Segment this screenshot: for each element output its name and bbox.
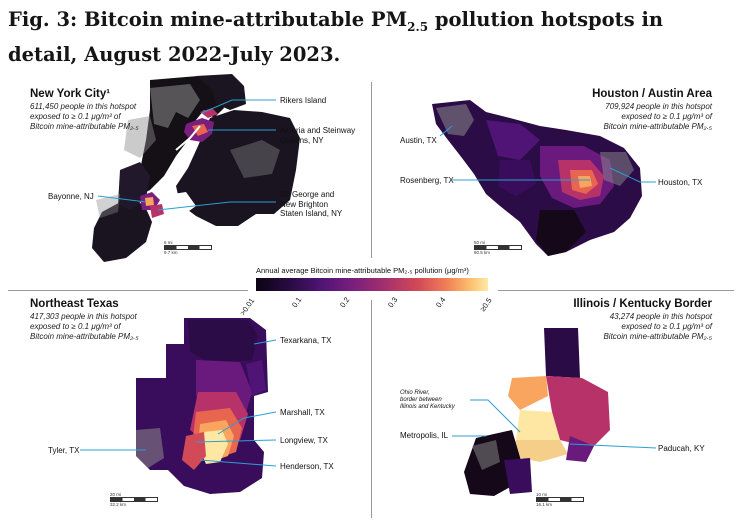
callout-ohio-line3: Illinois and Kentucky: [400, 404, 455, 410]
callout-lines: [80, 99, 657, 467]
nyc-subtitle-line2: exposed to ≥ 0.1 μg/m³ of: [30, 112, 121, 121]
netexas-subtitle: 417,303 people in this hotspot exposed t…: [30, 312, 139, 342]
houston-subtitle-line1: 709,924 people in this hotspot: [605, 102, 712, 111]
nyc-scale-mi: 6 mi: [164, 240, 173, 245]
leader-rikers: [201, 99, 276, 114]
divider-horizontal-left: [8, 290, 248, 291]
callout-rikers: Rikers Island: [280, 96, 327, 105]
netexas-subtitle-line2: exposed to ≥ 0.1 μg/m³ of: [30, 322, 121, 331]
nyc-map: [92, 74, 300, 262]
legend-title: Annual average Bitcoin mine-attributable…: [256, 266, 469, 275]
callout-staten-line3: Staten Island, NY: [280, 209, 343, 218]
houston-subtitle-line3: Bitcoin mine-attributable PM₂.₅: [603, 122, 712, 131]
callout-metropolis: Metropolis, IL: [400, 431, 449, 440]
leader-bayonne: [97, 195, 147, 203]
callout-ohio-line1: Ohio River,: [400, 390, 430, 396]
nyc-scalebar: 6 mi 9.7 km: [164, 240, 212, 255]
leader-paducah: [569, 443, 657, 449]
figure-title: Fig. 3: Bitcoin mine-attributable PM2.5 …: [8, 8, 664, 66]
callout-longview: Longview, TX: [280, 436, 328, 445]
leader-henderson: [199, 459, 277, 467]
callout-staten-line2: New Brighton: [280, 199, 329, 209]
houston-scalebar: 50 mi 80.5 km: [474, 240, 522, 255]
houston-scale-bar: [474, 245, 522, 250]
netexas-title: Northeast Texas: [30, 298, 119, 310]
callout-staten: St. George and New Brighton Staten Islan…: [280, 190, 342, 219]
leader-ohio: [470, 399, 521, 433]
callout-austin: Austin, TX: [400, 136, 437, 145]
callout-ohio-river: Ohio River, border between Illinois and …: [400, 390, 455, 411]
callout-astoria-line1: Astoria and Steinway: [280, 126, 356, 135]
callout-texarkana: Texarkana, TX: [280, 336, 332, 345]
callout-astoria-line2: Queens, NY: [280, 135, 324, 145]
callout-staten-line1: St. George and: [280, 190, 335, 199]
ilky-scale-km: 16.1 km: [536, 502, 553, 507]
leader-staten: [157, 201, 276, 211]
ilky-subtitle-line1: 43,274 people in this hotspot: [609, 312, 712, 321]
leader-longview: [195, 439, 277, 443]
netexas-scalebar: 20 mi 32.2 km: [110, 492, 158, 507]
leader-austin: [439, 125, 453, 137]
ilky-scale-mi: 10 mi: [536, 492, 548, 497]
houston-title: Houston / Austin Area: [592, 88, 712, 100]
leader-marshall: [217, 411, 277, 435]
netexas-subtitle-line3: Bitcoin mine-attributable PM₂.₅: [30, 332, 139, 341]
ilky-scalebar: 10 mi 16.1 km: [536, 492, 584, 507]
callout-houston: Houston, TX: [658, 178, 703, 187]
divider-vertical-top: [371, 82, 372, 258]
callout-bayonne: Bayonne, NJ: [48, 192, 94, 201]
leader-texarkana: [253, 339, 277, 345]
nyc-scale-km: 9.7 km: [164, 250, 178, 255]
nyc-subtitle-line3: Bitcoin mine-attributable PM₂.₅: [30, 122, 139, 131]
callout-ohio-line2: border between: [400, 397, 442, 403]
ilky-subtitle: 43,274 people in this hotspot exposed to…: [603, 312, 712, 342]
callout-rosenberg: Rosenberg, TX: [400, 176, 454, 185]
netexas-scale-km: 32.2 km: [110, 502, 127, 507]
houston-scale-mi: 50 mi: [474, 240, 486, 245]
nyc-scale-bar: [164, 245, 212, 250]
ilky-subtitle-line3: Bitcoin mine-attributable PM₂.₅: [603, 332, 712, 341]
legend-colorbar: [256, 278, 488, 291]
houston-subtitle: 709,924 people in this hotspot exposed t…: [603, 102, 712, 132]
callout-paducah: Paducah, KY: [658, 444, 705, 453]
callout-marshall: Marshall, TX: [280, 408, 325, 417]
leader-houston: [609, 167, 656, 183]
divider-horizontal-right: [498, 290, 734, 291]
ilky-map: [464, 328, 610, 496]
callout-tyler: Tyler, TX: [48, 446, 80, 455]
netexas-scale-bar: [110, 497, 158, 502]
nyc-title: New York City¹: [30, 88, 111, 100]
netexas-map: [136, 318, 268, 494]
callout-astoria: Astoria and Steinway Queens, NY: [280, 126, 355, 145]
ilky-scale-bar: [536, 497, 584, 502]
nyc-subtitle: 611,450 people in this hotspot exposed t…: [30, 102, 139, 132]
houston-subtitle-line2: exposed to ≥ 0.1 μg/m³ of: [621, 112, 712, 121]
netexas-subtitle-line1: 417,303 people in this hotspot: [30, 312, 137, 321]
houston-scale-km: 80.5 km: [474, 250, 491, 255]
callout-henderson: Henderson, TX: [280, 462, 334, 471]
divider-vertical-bottom: [371, 300, 372, 518]
netexas-scale-mi: 20 mi: [110, 492, 122, 497]
ilky-subtitle-line2: exposed to ≥ 0.1 μg/m³ of: [621, 322, 712, 331]
ilky-title: Illinois / Kentucky Border: [573, 298, 712, 310]
nyc-subtitle-line1: 611,450 people in this hotspot: [30, 102, 137, 111]
